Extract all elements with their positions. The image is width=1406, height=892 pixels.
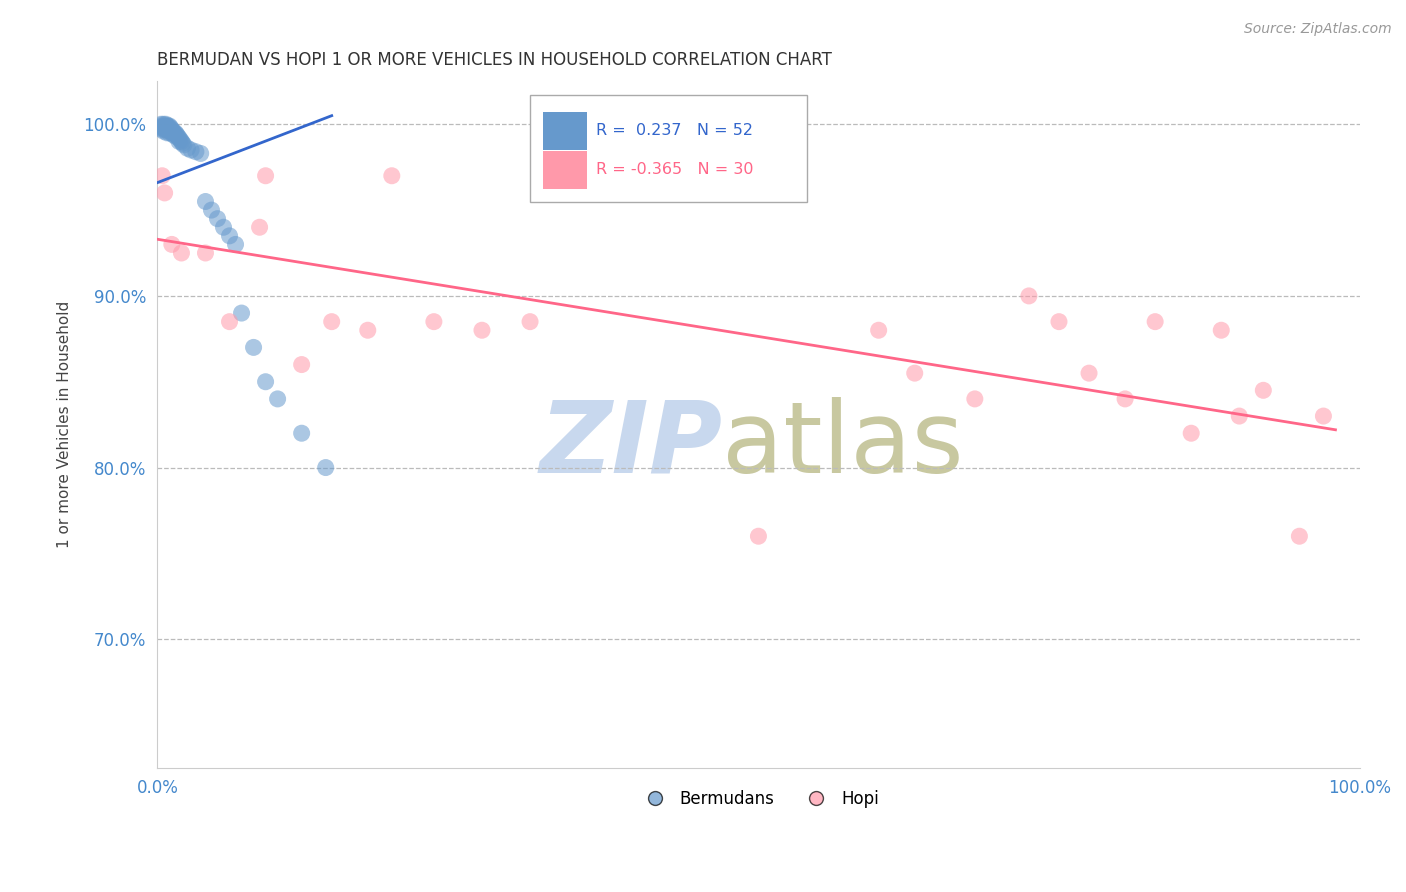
Point — [194, 194, 217, 209]
Point — [152, 117, 174, 131]
Point — [160, 237, 183, 252]
Point — [157, 122, 180, 136]
Point — [162, 124, 184, 138]
Point — [153, 122, 176, 136]
Point — [153, 119, 176, 133]
Point — [254, 169, 277, 183]
Point — [291, 358, 314, 372]
Point — [1312, 409, 1334, 423]
Point — [159, 122, 181, 136]
Point — [200, 203, 222, 218]
Point — [254, 375, 277, 389]
Point — [167, 131, 190, 145]
Point — [471, 323, 494, 337]
Point — [170, 246, 193, 260]
Point — [249, 220, 271, 235]
Point — [160, 126, 183, 140]
Point — [159, 124, 181, 138]
Point — [190, 146, 212, 161]
Point — [225, 237, 247, 252]
Point — [172, 136, 194, 150]
Point — [242, 340, 264, 354]
Point — [1047, 315, 1070, 329]
Point — [1180, 426, 1202, 441]
Point — [904, 366, 927, 380]
Text: BERMUDAN VS HOPI 1 OR MORE VEHICLES IN HOUSEHOLD CORRELATION CHART: BERMUDAN VS HOPI 1 OR MORE VEHICLES IN H… — [157, 51, 832, 69]
Y-axis label: 1 or more Vehicles in Household: 1 or more Vehicles in Household — [58, 301, 72, 549]
Point — [152, 124, 174, 138]
Legend: Bermudans, Hopi: Bermudans, Hopi — [631, 783, 886, 814]
Point — [1288, 529, 1310, 543]
Point — [519, 315, 541, 329]
Point — [166, 128, 188, 142]
Point — [159, 126, 181, 140]
Text: R = -0.365   N = 30: R = -0.365 N = 30 — [596, 162, 754, 178]
Point — [180, 143, 202, 157]
Point — [291, 426, 314, 441]
Point — [150, 122, 173, 136]
Point — [152, 120, 174, 135]
FancyBboxPatch shape — [543, 112, 586, 150]
Text: atlas: atlas — [723, 397, 965, 494]
Point — [218, 228, 240, 243]
Point — [150, 119, 173, 133]
Point — [165, 129, 187, 144]
Point — [150, 169, 173, 183]
Point — [357, 323, 380, 337]
Point — [159, 119, 181, 133]
Point — [423, 315, 446, 329]
Point — [1078, 366, 1101, 380]
Point — [156, 122, 179, 136]
Point — [207, 211, 229, 226]
Point — [176, 141, 198, 155]
Point — [155, 120, 177, 135]
Text: ZIP: ZIP — [540, 397, 723, 494]
Point — [868, 323, 890, 337]
Point — [184, 145, 207, 159]
Point — [163, 126, 186, 140]
Text: Source: ZipAtlas.com: Source: ZipAtlas.com — [1244, 22, 1392, 37]
Point — [150, 117, 173, 131]
Point — [167, 135, 190, 149]
Point — [165, 126, 187, 140]
Point — [747, 529, 769, 543]
Point — [169, 133, 191, 147]
Point — [218, 315, 240, 329]
Point — [173, 137, 195, 152]
Point — [150, 120, 173, 135]
Text: R =  0.237   N = 52: R = 0.237 N = 52 — [596, 123, 754, 138]
Point — [212, 220, 235, 235]
Point — [266, 392, 288, 406]
Point — [231, 306, 253, 320]
Point — [1227, 409, 1250, 423]
Point — [194, 246, 217, 260]
Point — [170, 135, 193, 149]
Point — [166, 129, 188, 144]
Point — [1018, 289, 1040, 303]
Point — [1144, 315, 1167, 329]
Point — [963, 392, 986, 406]
Point — [1114, 392, 1136, 406]
FancyBboxPatch shape — [543, 151, 586, 189]
Point — [1211, 323, 1233, 337]
FancyBboxPatch shape — [530, 95, 807, 202]
Point — [1253, 384, 1275, 398]
Point — [381, 169, 404, 183]
Point — [156, 119, 179, 133]
Point — [162, 128, 184, 142]
Point — [155, 117, 177, 131]
Point — [156, 126, 179, 140]
Point — [160, 122, 183, 136]
Point — [159, 120, 181, 135]
Point — [315, 460, 337, 475]
Point — [153, 186, 176, 200]
Point — [157, 119, 180, 133]
Point — [321, 315, 343, 329]
